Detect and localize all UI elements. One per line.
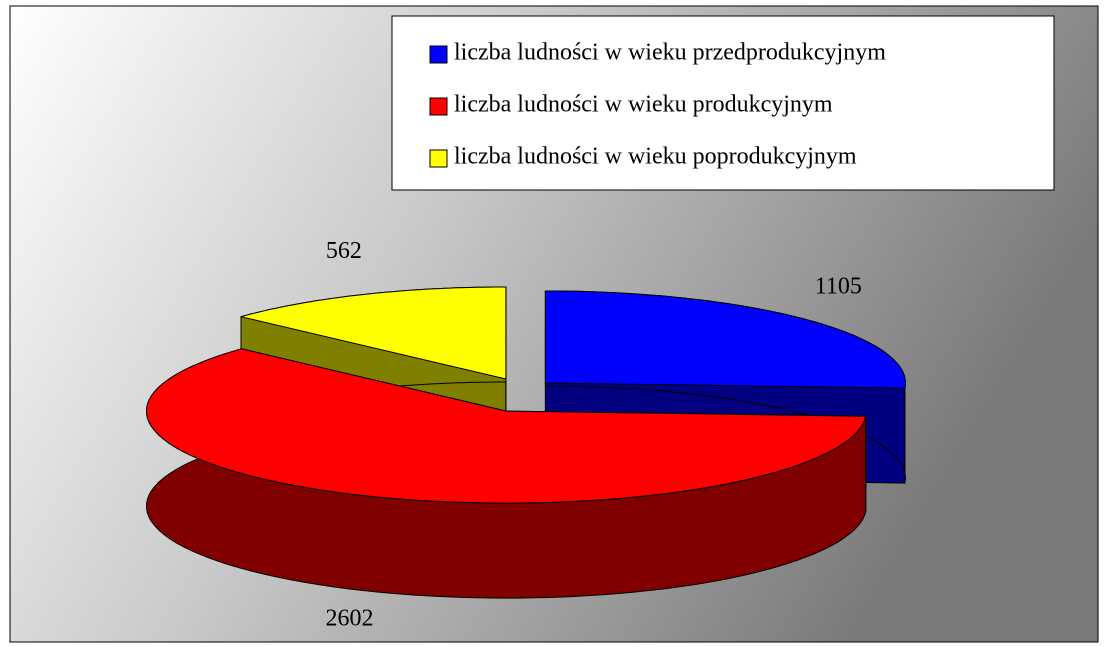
legend-label: liczba ludności w wieku produkcyjnym	[454, 92, 833, 118]
legend-swatch	[429, 97, 448, 116]
slice	[146, 348, 867, 504]
legend-label: liczba ludności w wieku poprodukcyjnym	[454, 144, 857, 170]
legend: liczba ludności w wieku przedprodukcyjny…	[391, 15, 1055, 191]
data-label: 1105	[815, 274, 862, 300]
legend-swatch	[429, 45, 448, 64]
legend-label: liczba ludności w wieku przedprodukcyjny…	[454, 40, 886, 66]
legend-swatch	[429, 149, 448, 168]
legend-box	[391, 15, 1055, 191]
data-label: 2602	[326, 606, 374, 632]
data-label: 562	[326, 238, 362, 264]
slice	[544, 290, 906, 389]
pie: 1105 2602 562	[146, 238, 906, 632]
slice	[240, 286, 507, 380]
